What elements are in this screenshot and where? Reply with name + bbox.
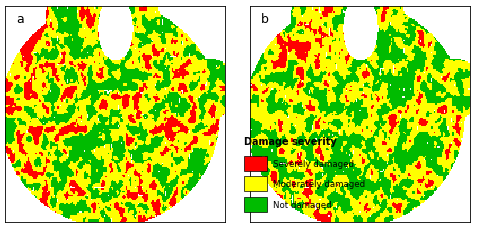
- Text: Severely damaged: Severely damaged: [273, 159, 354, 168]
- Text: Moderately damaged: Moderately damaged: [273, 179, 365, 188]
- FancyBboxPatch shape: [244, 156, 266, 171]
- Text: Damage severity: Damage severity: [244, 137, 337, 147]
- Text: a: a: [16, 13, 24, 26]
- FancyBboxPatch shape: [244, 176, 266, 191]
- FancyBboxPatch shape: [244, 197, 266, 212]
- Text: b: b: [261, 13, 269, 26]
- Text: Not damaged: Not damaged: [273, 200, 332, 209]
